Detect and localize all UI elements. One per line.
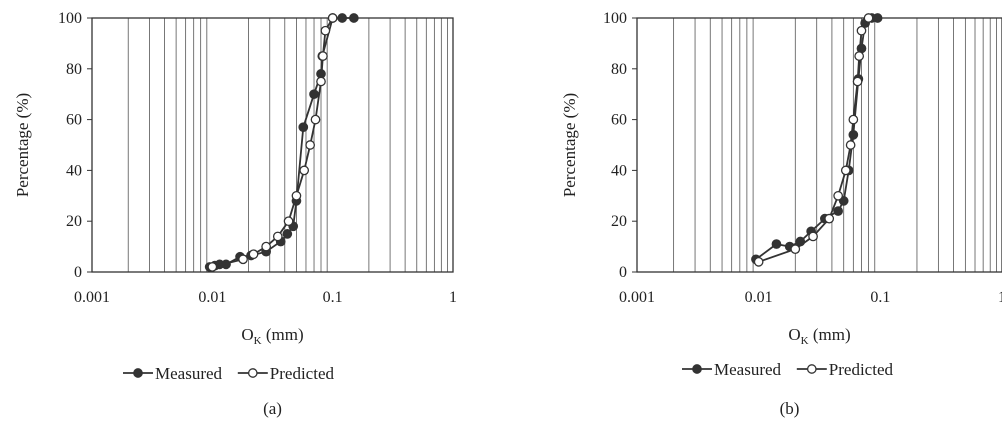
data-point-measured (309, 89, 319, 100)
x-tick-label: 0.01 (198, 289, 226, 306)
data-point-predicted (305, 140, 316, 150)
y-tick-label: 0 (619, 264, 627, 281)
data-point-measured (833, 206, 843, 216)
data-point-predicted (320, 25, 331, 36)
data-point-predicted (327, 13, 338, 23)
data-point-predicted (310, 114, 321, 125)
x-tick-label: 0.1 (323, 289, 343, 306)
data-point-predicted (833, 190, 843, 201)
data-point-measured (282, 229, 293, 239)
plot-frame (91, 17, 454, 273)
chart-panel-1: 0 20 40 60 80 100 0.001 0.01 0.1 1 Percentage (%) O… (13, 10, 457, 418)
data-point-predicted (863, 13, 874, 23)
y-tick-label: 100 (58, 10, 82, 27)
chart-panel-2: 0 20 40 60 80 100 0.001 0.01 0.1 1 Percentage (%) O… (560, 10, 1002, 418)
data-point-predicted (318, 51, 328, 61)
legend-marker (247, 368, 258, 378)
y-tick-label: 60 (66, 112, 82, 129)
data-point-measured (771, 239, 782, 249)
x-tick-label: 1 (449, 289, 457, 306)
data-point-predicted (845, 140, 856, 150)
legend-marker (806, 364, 817, 374)
data-point-measured (298, 122, 309, 133)
x-tick-label: 0.1 (870, 289, 890, 306)
x-tick-label: 0.001 (619, 289, 655, 306)
data-point-predicted (299, 165, 310, 176)
data-point-predicted (824, 213, 835, 224)
x-tick-label: 0.001 (74, 289, 110, 306)
panel-caption: (b) (780, 399, 800, 418)
data-point-predicted (854, 51, 865, 61)
data-point-predicted (248, 249, 259, 260)
legend-label: Measured (714, 360, 782, 379)
data-point-predicted (261, 241, 271, 252)
legend-label: Predicted (829, 360, 894, 379)
x-tick-label: 0.01 (745, 289, 773, 306)
data-point-predicted (238, 254, 248, 265)
data-point-predicted (848, 114, 859, 125)
y-tick-label: 40 (66, 162, 82, 179)
y-tick-label: 60 (611, 112, 627, 129)
data-point-predicted (790, 244, 801, 254)
y-tick-label: 100 (603, 10, 627, 27)
data-point-predicted (272, 231, 283, 242)
panel-caption: (a) (263, 399, 282, 418)
legend-label: Predicted (270, 364, 335, 383)
y-tick-label: 80 (611, 61, 627, 78)
data-point-measured (848, 129, 859, 140)
data-point-predicted (753, 256, 764, 267)
data-point-measured (337, 13, 348, 23)
y-tick-label: 20 (66, 213, 82, 230)
series-line-predicted (758, 17, 870, 263)
data-point-predicted (291, 190, 302, 201)
y-axis-title: Percentage (%) (13, 93, 32, 197)
y-tick-label: 20 (611, 213, 627, 230)
series-line-predicted (212, 17, 334, 268)
legend: Measured Predicted (123, 364, 334, 383)
data-point-predicted (808, 231, 818, 242)
legend-marker (692, 364, 702, 374)
data-point-predicted (207, 262, 218, 272)
y-axis-title: Percentage (%) (560, 93, 579, 197)
x-tick-label: 1 (998, 289, 1002, 306)
data-point-measured (349, 13, 359, 23)
x-axis-title: OK (mm) (788, 325, 850, 347)
legend-label: Measured (155, 364, 223, 383)
data-point-predicted (316, 76, 326, 87)
y-tick-label: 40 (611, 162, 627, 179)
x-axis-title: OK (mm) (241, 325, 303, 347)
y-tick-label: 80 (66, 61, 82, 78)
y-tick-label: 0 (74, 264, 82, 281)
data-point-predicted (283, 216, 294, 227)
legend: Measured Predicted (682, 360, 893, 379)
data-point-predicted (840, 165, 851, 176)
data-point-measured (872, 13, 883, 23)
data-point-predicted (852, 76, 863, 87)
plot-frame (636, 17, 1002, 273)
data-point-predicted (856, 25, 867, 36)
legend-marker (133, 368, 143, 378)
